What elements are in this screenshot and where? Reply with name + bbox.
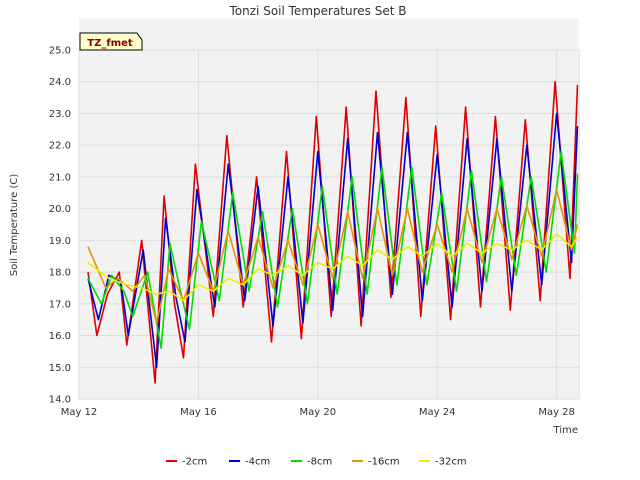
legend-label: -2cm xyxy=(182,457,207,468)
x-tick-label: May 12 xyxy=(61,407,98,418)
y-tick-label: 23.0 xyxy=(49,109,71,120)
x-tick-label: May 20 xyxy=(300,407,337,418)
series-lines xyxy=(87,80,579,384)
x-tick-labels: May 12 May 16 May 20 May 24 May 28 xyxy=(61,407,575,418)
y-tick-label: 17.0 xyxy=(49,299,71,310)
legend-label: -16cm xyxy=(368,457,400,468)
series-line-minus32cm xyxy=(87,233,579,302)
y-tick-label: 18.0 xyxy=(49,268,71,279)
series-line-minus4cm xyxy=(87,112,579,369)
y-axis-label: Soil Temperature (C) xyxy=(9,174,20,277)
y-tick-label: 20.0 xyxy=(49,204,71,215)
chart-title: Tonzi Soil Temperatures Set B xyxy=(229,4,407,18)
legend-label: -8cm xyxy=(307,457,332,468)
y-tick-label: 24.0 xyxy=(49,77,71,88)
y-tick-label: 14.0 xyxy=(49,395,71,406)
x-tick-label: May 16 xyxy=(180,407,217,418)
station-badge: TZ_fmet xyxy=(79,32,143,51)
series-line-minus8cm xyxy=(87,150,579,350)
y-tick-labels: 14.0 15.0 16.0 17.0 18.0 19.0 20.0 21.0 22.0 23.0… xyxy=(49,46,71,406)
series-line-minus16cm xyxy=(87,188,579,324)
x-axis-label: Time xyxy=(553,425,578,436)
y-tick-label: 21.0 xyxy=(49,172,71,183)
x-tick-label: May 24 xyxy=(419,407,456,418)
series-line-minus2cm xyxy=(87,80,579,384)
y-tick-label: 19.0 xyxy=(49,236,71,247)
y-tick-label: 15.0 xyxy=(49,363,71,374)
y-tick-label: 25.0 xyxy=(49,46,71,57)
legend-label: -32cm xyxy=(435,457,467,468)
legend-label: -4cm xyxy=(245,457,270,468)
x-tick-label: May 28 xyxy=(538,407,575,418)
badge-label: TZ_fmet xyxy=(87,38,133,49)
y-tick-label: 16.0 xyxy=(49,331,71,342)
badge-shape xyxy=(79,32,143,51)
legend: -2cm -4cm -8cm -16cm -32cm xyxy=(166,457,467,468)
y-tick-label: 22.0 xyxy=(49,141,71,152)
